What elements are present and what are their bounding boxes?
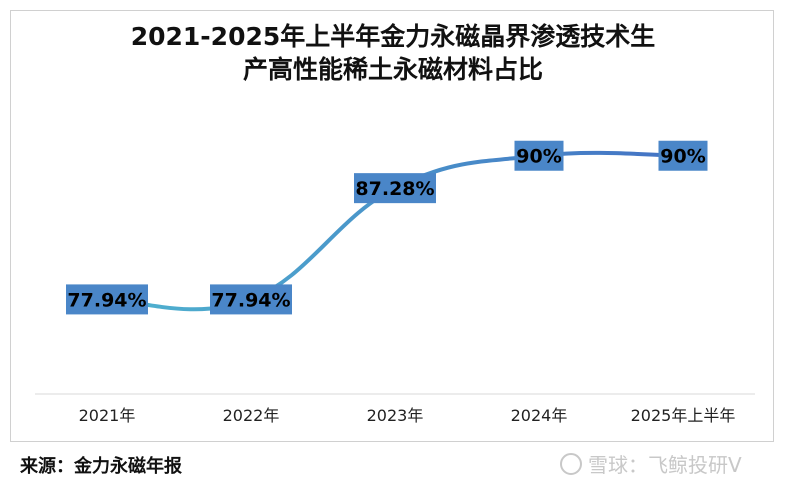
data-label-bg <box>210 284 292 315</box>
data-label-text: 90% <box>516 146 561 168</box>
data-label-2: 77.94% <box>210 284 292 315</box>
x-tick-label: 2025年上半年 <box>631 406 736 425</box>
x-tick-label: 2021年 <box>79 406 136 425</box>
data-label-bg <box>658 140 708 171</box>
data-label-text: 90% <box>660 146 705 168</box>
data-label-text: 77.94% <box>211 289 290 311</box>
data-label-text: 87.28% <box>355 178 434 200</box>
chart-title: 2021-2025年上半年金力永磁晶界渗透技术生 产高性能稀土永磁材料占比 <box>0 20 786 86</box>
source-note: 来源：金力永磁年报 <box>20 456 182 477</box>
data-label-4: 90% <box>514 140 564 171</box>
chart-title-line1: 2021-2025年上半年金力永磁晶界渗透技术生 <box>130 22 656 51</box>
x-tick-label: 2023年 <box>367 406 424 425</box>
chart-title-line2: 产高性能稀土永磁材料占比 <box>242 55 543 84</box>
snowball-logo-icon <box>560 452 582 475</box>
watermark-text: 雪球：飞鲸投研V <box>588 453 742 477</box>
data-label-3: 87.28% <box>354 173 436 204</box>
data-label-bg <box>354 173 436 204</box>
data-label-bg <box>66 284 148 315</box>
watermark: 雪球：飞鲸投研V <box>560 449 742 478</box>
data-label-bg <box>514 140 564 171</box>
chart-frame <box>10 10 774 442</box>
data-label-text: 77.94% <box>67 289 146 311</box>
x-tick-label: 2022年 <box>223 406 280 425</box>
data-label-1: 77.94% <box>66 284 148 315</box>
data-label-5: 90% <box>658 140 708 171</box>
x-tick-label: 2024年 <box>511 406 568 425</box>
